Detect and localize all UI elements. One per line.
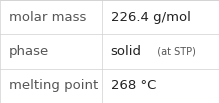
Text: 226.4 g/mol: 226.4 g/mol <box>111 11 191 24</box>
Text: molar mass: molar mass <box>9 11 86 24</box>
Text: phase: phase <box>9 45 49 58</box>
Text: solid: solid <box>111 45 142 58</box>
Text: (at STP): (at STP) <box>151 46 196 57</box>
Text: 268 °C: 268 °C <box>111 79 156 92</box>
Text: melting point: melting point <box>9 79 98 92</box>
